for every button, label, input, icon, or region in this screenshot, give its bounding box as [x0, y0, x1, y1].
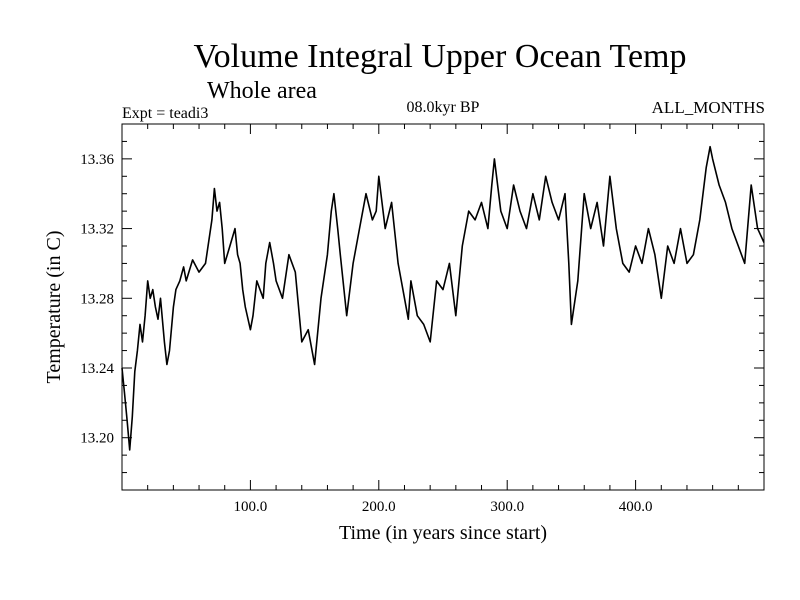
y-axis-label: Temperature (in C)	[43, 231, 65, 384]
y-tick-label: 13.20	[80, 431, 114, 447]
y-axis-ticks	[122, 123, 764, 491]
y-axis-tick-labels: 13.20 13.24 13.28 13.32 13.36	[80, 152, 114, 447]
y-tick-label: 13.28	[80, 291, 114, 307]
x-tick-label: 200.0	[362, 499, 396, 515]
chart-title: Volume Integral Upper Ocean Temp	[194, 38, 687, 75]
x-axis-label: Time (in years since start)	[339, 522, 547, 544]
x-tick-label: 300.0	[490, 499, 524, 515]
x-axis-ticks	[147, 124, 739, 490]
x-tick-label: 400.0	[619, 499, 653, 515]
y-tick-label: 13.32	[80, 222, 114, 238]
series-line	[121, 145, 765, 451]
chart-subtitle: Whole area	[207, 78, 317, 104]
y-tick-label: 13.36	[80, 152, 114, 168]
experiment-label: Expt = teadi3	[122, 105, 208, 122]
x-tick-label: 100.0	[234, 499, 268, 515]
months-label: ALL_MONTHS	[652, 98, 765, 117]
x-axis-tick-labels: 100.0 200.0 300.0 400.0	[234, 499, 653, 515]
y-tick-label: 13.24	[80, 361, 114, 377]
period-label: 08.0kyr BP	[407, 99, 480, 116]
plot-frame	[121, 123, 765, 491]
